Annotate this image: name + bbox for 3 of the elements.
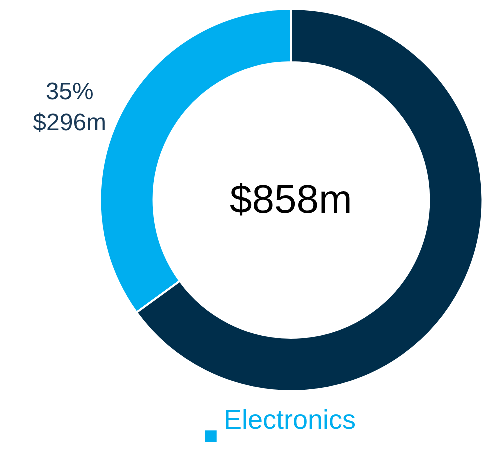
text: $858m — [230, 178, 352, 222]
data-label: 35% $296m — [33, 78, 107, 137]
legend-label: Electronics — [224, 405, 356, 435]
